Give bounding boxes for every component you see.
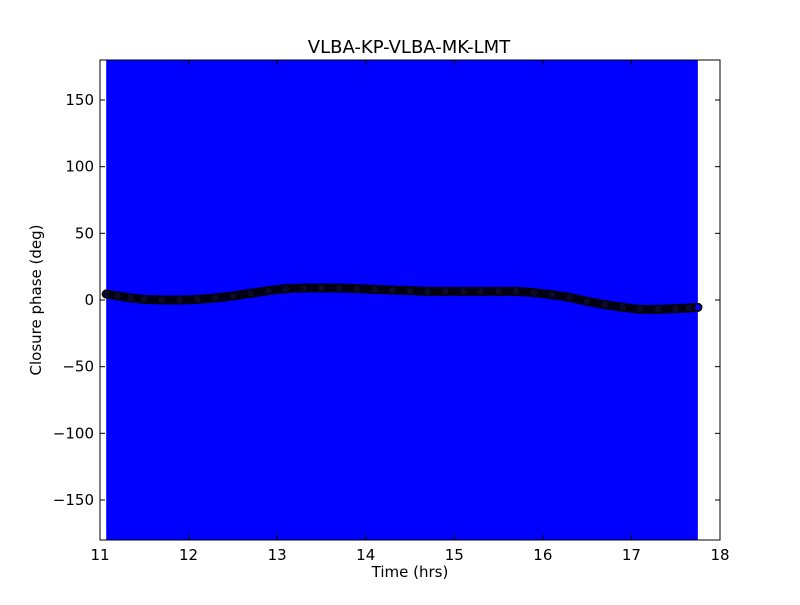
- x-tick-label: 17: [622, 546, 641, 564]
- plot-area: [101, 60, 703, 540]
- data-point: [157, 295, 167, 305]
- data-point: [192, 294, 202, 304]
- data-point: [618, 302, 628, 312]
- data-point: [387, 285, 397, 295]
- y-tick-label: 0: [84, 291, 94, 309]
- x-tick-label: 18: [710, 546, 729, 564]
- x-axis-label: Time (hrs): [371, 563, 449, 581]
- data-point: [263, 286, 273, 296]
- x-tick-label: 15: [445, 546, 464, 564]
- data-point: [405, 286, 415, 296]
- data-point: [476, 286, 486, 296]
- data-point: [334, 283, 344, 293]
- x-tick-label: 13: [268, 546, 287, 564]
- data-point: [494, 286, 504, 296]
- x-tick-label: 14: [356, 546, 375, 564]
- data-point: [684, 303, 694, 313]
- y-tick-label: −100: [53, 424, 94, 442]
- data-point: [228, 291, 238, 301]
- data-point: [458, 286, 468, 296]
- data-point: [635, 304, 645, 314]
- data-point: [101, 289, 111, 299]
- data-point-end: [693, 303, 702, 312]
- data-point: [671, 304, 681, 314]
- data-point: [246, 288, 256, 298]
- data-point: [281, 284, 291, 294]
- y-tick-label: 100: [65, 158, 94, 176]
- x-tick-label: 11: [90, 546, 109, 564]
- data-point: [299, 283, 309, 293]
- data-point: [582, 296, 592, 306]
- plot-clip-group: [101, 60, 703, 540]
- data-point: [440, 286, 450, 296]
- data-point: [370, 284, 380, 294]
- data-point: [126, 293, 136, 303]
- data-point: [352, 284, 362, 294]
- y-tick-label: 150: [65, 91, 94, 109]
- data-point: [511, 286, 521, 296]
- data-point: [175, 295, 185, 305]
- axes: 11 12 13 14 15 16 17 18 −150 −100 −50 0 50 100 150: [53, 59, 730, 564]
- data-point: [423, 286, 433, 296]
- data-point: [113, 291, 123, 301]
- chart-title: VLBA-KP-VLBA-MK-LMT: [308, 37, 511, 58]
- x-tick-label: 12: [179, 546, 198, 564]
- data-point: [600, 300, 610, 310]
- data-point: [316, 283, 326, 293]
- y-axis-label: Closure phase (deg): [27, 225, 45, 376]
- data-point: [547, 290, 557, 300]
- y-tick-label: −50: [62, 358, 94, 376]
- data-point: [210, 293, 220, 303]
- data-point: [139, 294, 149, 304]
- data-point: [653, 304, 663, 314]
- y-tick-label: −150: [53, 491, 94, 509]
- x-tick-label: 16: [533, 546, 552, 564]
- y-tick-label: 50: [75, 224, 94, 242]
- data-point: [529, 288, 539, 298]
- data-point: [564, 292, 574, 302]
